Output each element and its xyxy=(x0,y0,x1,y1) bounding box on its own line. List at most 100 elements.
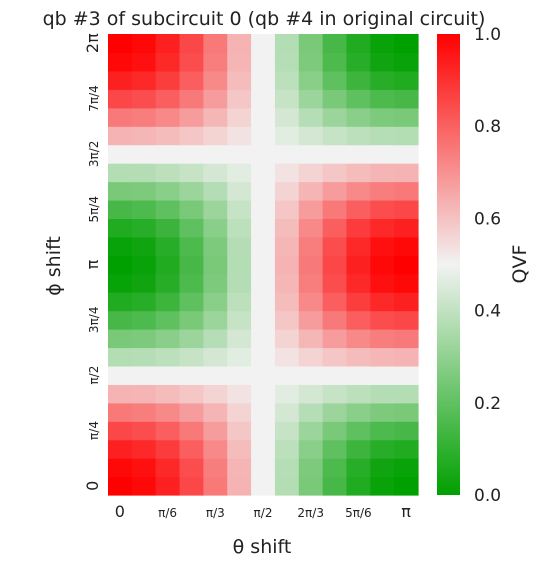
heatmap-cell xyxy=(203,310,228,330)
heatmap-cell xyxy=(274,292,300,312)
heatmap-cell xyxy=(179,402,204,422)
heatmap-cell xyxy=(179,218,204,238)
heatmap-cell xyxy=(179,476,204,496)
heatmap-cell xyxy=(322,107,348,127)
heatmap-cell xyxy=(227,218,252,238)
heatmap-cell xyxy=(155,347,181,367)
heatmap-cell xyxy=(227,144,252,164)
heatmap-cell xyxy=(322,347,348,367)
heatmap-cell xyxy=(155,126,181,146)
heatmap-cell xyxy=(346,34,371,54)
heatmap-cell xyxy=(394,458,419,478)
heatmap-cell xyxy=(274,52,300,72)
heatmap-cell xyxy=(227,347,252,367)
heatmap-cell xyxy=(131,107,157,127)
heatmap-cell xyxy=(108,292,133,312)
x-tick-label: π/6 xyxy=(158,506,177,520)
heatmap-cell xyxy=(131,181,157,201)
heatmap-cell xyxy=(274,273,300,293)
y-tick-labels: 0 π/4 π/2 3π/4 π 5π/4 3π/2 7π/4 2π xyxy=(83,33,102,491)
heatmap-cell xyxy=(346,144,371,164)
heatmap-cell xyxy=(203,439,228,459)
heatmap-cell xyxy=(370,34,395,54)
heatmap-cell xyxy=(298,52,324,72)
heatmap-cell xyxy=(394,181,419,201)
heatmap-cell xyxy=(322,365,348,385)
heatmap-cell xyxy=(179,89,204,109)
heatmap-cell xyxy=(131,236,157,256)
heatmap-cell xyxy=(131,439,157,459)
heatmap-cell xyxy=(370,347,395,367)
heatmap-cell xyxy=(322,273,348,293)
heatmap-cell xyxy=(298,34,324,54)
heatmap-cell xyxy=(322,329,348,349)
x-axis-label: θ shift xyxy=(233,536,292,558)
heatmap-cell xyxy=(251,126,276,146)
heatmap-cell xyxy=(203,329,228,349)
heatmap-cell xyxy=(322,126,348,146)
heatmap-cell xyxy=(251,347,276,367)
y-tick-label: π/4 xyxy=(87,421,101,440)
x-tick-label: π xyxy=(401,502,411,521)
heatmap-cell xyxy=(322,34,348,54)
heatmap-cell xyxy=(274,89,300,109)
heatmap-cell xyxy=(298,439,324,459)
heatmap-cell xyxy=(322,421,348,441)
heatmap-cell xyxy=(155,236,181,256)
heatmap-cell xyxy=(251,107,276,127)
heatmap-cell xyxy=(203,273,228,293)
heatmap-cell xyxy=(298,292,324,312)
colorbar-tick-label: 1.0 xyxy=(474,25,501,45)
heatmap-cell xyxy=(346,273,371,293)
heatmap-cell xyxy=(131,310,157,330)
heatmap-cell xyxy=(227,70,252,90)
heatmap-cell xyxy=(108,439,133,459)
heatmap-cell xyxy=(203,458,228,478)
heatmap-cell xyxy=(346,199,371,219)
heatmap-cell xyxy=(370,163,395,183)
heatmap-cell xyxy=(394,329,419,349)
heatmap-cell xyxy=(251,199,276,219)
heatmap-cell xyxy=(394,199,419,219)
heatmap-cell xyxy=(251,365,276,385)
heatmap-cell xyxy=(251,310,276,330)
heatmap-cell xyxy=(131,402,157,422)
heatmap-cell xyxy=(155,458,181,478)
heatmap-cell xyxy=(227,365,252,385)
heatmap-cell xyxy=(346,52,371,72)
heatmap-cell xyxy=(155,310,181,330)
colorbar-ticks: 0.0 0.2 0.4 0.6 0.8 1.0 xyxy=(474,25,501,506)
heatmap-cell xyxy=(274,126,300,146)
heatmap-cell xyxy=(179,52,204,72)
heatmap-cell xyxy=(108,181,133,201)
heatmap-cell xyxy=(394,89,419,109)
heatmap-cell xyxy=(251,421,276,441)
heatmap-cell xyxy=(274,199,300,219)
heatmap-cell xyxy=(370,421,395,441)
heatmap-cell xyxy=(251,292,276,312)
heatmap-cell xyxy=(131,365,157,385)
heatmap-cell xyxy=(370,458,395,478)
heatmap-cell xyxy=(394,439,419,459)
heatmap-cell xyxy=(131,384,157,404)
heatmap-cell xyxy=(394,402,419,422)
heatmap-cell xyxy=(370,144,395,164)
heatmap-cell xyxy=(131,163,157,183)
heatmap-cell xyxy=(322,384,348,404)
heatmap-cell xyxy=(394,421,419,441)
heatmap-cell xyxy=(298,107,324,127)
heatmap-cell xyxy=(251,52,276,72)
heatmap-cell xyxy=(346,476,371,496)
colorbar xyxy=(437,34,460,495)
heatmap-cell xyxy=(370,439,395,459)
heatmap-cell xyxy=(298,347,324,367)
heatmap-cell xyxy=(227,384,252,404)
heatmap-cell xyxy=(227,421,252,441)
heatmap-cell xyxy=(322,163,348,183)
heatmap-cell xyxy=(298,329,324,349)
heatmap-cell xyxy=(394,310,419,330)
heatmap-cell xyxy=(179,310,204,330)
heatmap-cell xyxy=(274,163,300,183)
heatmap-cell xyxy=(251,402,276,422)
heatmap-cell xyxy=(274,310,300,330)
